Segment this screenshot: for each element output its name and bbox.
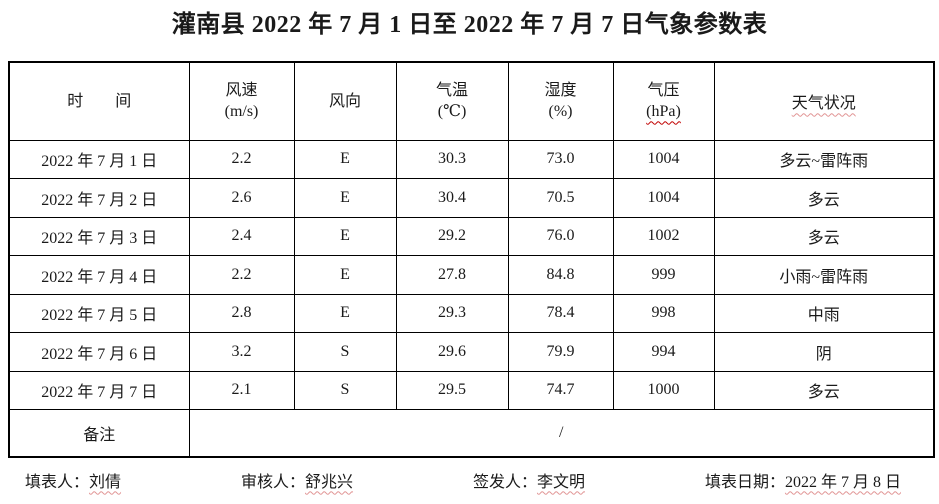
pressure-header-unit: (hPa): [646, 103, 681, 121]
filled-by-name: 刘倩: [89, 473, 122, 491]
cell-weather: 多云~雷阵雨: [713, 139, 935, 180]
humidity-header-label: 湿度: [544, 81, 577, 99]
issued-by: 签发人：李文明: [473, 468, 585, 492]
cell-date: 2022 年 7 月 1 日: [8, 139, 190, 180]
table-row-jul-5: 2022 年 7 月 5 日 2.8 E 29.3 78.4 998 中雨: [8, 293, 935, 334]
signature-footer: 填表人：刘倩 审核人：舒兆兴 签发人：李文明 填表日期：2022 年 7 月 8…: [25, 468, 901, 492]
cell-pressure: 998: [612, 293, 715, 334]
reviewed-by: 审核人：舒兆兴: [241, 468, 353, 492]
cell-wind-dir: S: [293, 370, 397, 411]
cell-weather: 多云: [713, 216, 935, 257]
fill-date-value: 2022 年 7 月 8 日: [784, 473, 901, 491]
remarks-row: 备注 /: [8, 409, 935, 458]
pressure-header-label: 气压: [647, 81, 680, 99]
issued-by-label: 签发人：: [472, 473, 537, 491]
cell-wind-speed: 2.2: [188, 255, 295, 295]
cell-weather: 阴: [713, 332, 935, 372]
cell-pressure: 1004: [612, 178, 715, 218]
cell-wind-dir: E: [293, 216, 397, 257]
cell-temp: 30.3: [395, 139, 509, 180]
cell-humidity: 79.9: [507, 332, 614, 372]
cell-humidity: 70.5: [507, 178, 614, 218]
cell-humidity: 74.7: [507, 370, 614, 411]
cell-date: 2022 年 7 月 3 日: [8, 216, 190, 257]
page-title: 灌南县 2022 年 7 月 1 日至 2022 年 7 月 7 日气象参数表: [171, 12, 768, 38]
cell-wind-dir: E: [293, 178, 397, 218]
col-header-humidity: 湿度 (%): [507, 61, 614, 141]
wind-speed-header-label: 风速: [225, 81, 258, 99]
cell-wind-dir: E: [293, 293, 397, 334]
reviewed-by-label: 审核人：: [240, 473, 305, 491]
col-header-temp: 气温 (℃): [395, 61, 509, 141]
cell-temp: 29.3: [395, 293, 509, 334]
remarks-value: /: [188, 409, 935, 458]
weather-parameters-table: 时 间 风速 (m/s) 风向 气温 (℃) 湿度 (%) 气压 (hPa): [8, 61, 935, 458]
cell-pressure: 1004: [612, 139, 715, 180]
cell-pressure: 994: [612, 332, 715, 372]
cell-temp: 29.2: [395, 216, 509, 257]
cell-weather: 小雨~雷阵雨: [713, 255, 935, 295]
filled-by-label: 填表人：: [25, 473, 90, 491]
issued-by-name: 李文明: [536, 473, 585, 491]
cell-wind-speed: 3.2: [188, 332, 295, 372]
col-header-time: 时 间: [8, 61, 190, 141]
table-header-row: 时 间 风速 (m/s) 风向 气温 (℃) 湿度 (%) 气压 (hPa): [8, 61, 935, 141]
cell-wind-dir: E: [293, 139, 397, 180]
cell-humidity: 73.0: [507, 139, 614, 180]
temp-header-label: 气温: [435, 81, 468, 99]
cell-date: 2022 年 7 月 4 日: [8, 255, 190, 295]
cell-temp: 27.8: [395, 255, 509, 295]
wind-dir-header-label: 风向: [328, 92, 361, 110]
cell-weather: 中雨: [713, 293, 935, 334]
cell-wind-speed: 2.8: [188, 293, 295, 334]
cell-wind-dir: S: [293, 332, 397, 372]
table-row-jul-3: 2022 年 7 月 3 日 2.4 E 29.2 76.0 1002 多云: [8, 216, 935, 257]
cell-wind-speed: 2.6: [188, 178, 295, 218]
col-header-pressure: 气压 (hPa): [612, 61, 715, 141]
reviewed-by-name: 舒兆兴: [305, 473, 354, 491]
table-row-jul-4: 2022 年 7 月 4 日 2.2 E 27.8 84.8 999 小雨~雷阵…: [8, 255, 935, 295]
cell-humidity: 76.0: [507, 216, 614, 257]
fill-date-label: 填表日期：: [704, 473, 785, 491]
cell-temp: 29.5: [395, 370, 509, 411]
filled-by: 填表人：刘倩: [25, 468, 121, 492]
cell-date: 2022 年 7 月 6 日: [8, 332, 190, 372]
cell-pressure: 1000: [612, 370, 715, 411]
table-row-jul-1: 2022 年 7 月 1 日 2.2 E 30.3 73.0 1004 多云~雷…: [8, 139, 935, 180]
cell-wind-dir: E: [293, 255, 397, 295]
cell-date: 2022 年 7 月 5 日: [8, 293, 190, 334]
remarks-label: 备注: [8, 409, 190, 458]
temp-header-unit: (℃): [437, 103, 467, 121]
cell-wind-speed: 2.2: [188, 139, 295, 180]
cell-date: 2022 年 7 月 2 日: [8, 178, 190, 218]
cell-pressure: 1002: [612, 216, 715, 257]
humidity-header-unit: (%): [548, 103, 573, 121]
wind-speed-header-unit: (m/s): [224, 103, 259, 121]
table-row-jul-2: 2022 年 7 月 2 日 2.6 E 30.4 70.5 1004 多云: [8, 178, 935, 218]
fill-date: 填表日期：2022 年 7 月 8 日: [705, 468, 901, 492]
weather-header-label: 天气状况: [791, 95, 856, 113]
cell-temp: 30.4: [395, 178, 509, 218]
col-header-weather: 天气状况: [713, 61, 935, 141]
col-header-wind-dir: 风向: [293, 61, 397, 141]
cell-wind-speed: 2.1: [188, 370, 295, 411]
cell-weather: 多云: [713, 178, 935, 218]
cell-pressure: 999: [612, 255, 715, 295]
cell-humidity: 78.4: [507, 293, 614, 334]
table-row-jul-7: 2022 年 7 月 7 日 2.1 S 29.5 74.7 1000 多云: [8, 370, 935, 411]
time-header-label: 时 间: [67, 92, 132, 110]
cell-date: 2022 年 7 月 7 日: [8, 370, 190, 411]
cell-weather: 多云: [713, 370, 935, 411]
col-header-wind-speed: 风速 (m/s): [188, 61, 295, 141]
cell-humidity: 84.8: [507, 255, 614, 295]
cell-wind-speed: 2.4: [188, 216, 295, 257]
table-row-jul-6: 2022 年 7 月 6 日 3.2 S 29.6 79.9 994 阴: [8, 332, 935, 372]
cell-temp: 29.6: [395, 332, 509, 372]
